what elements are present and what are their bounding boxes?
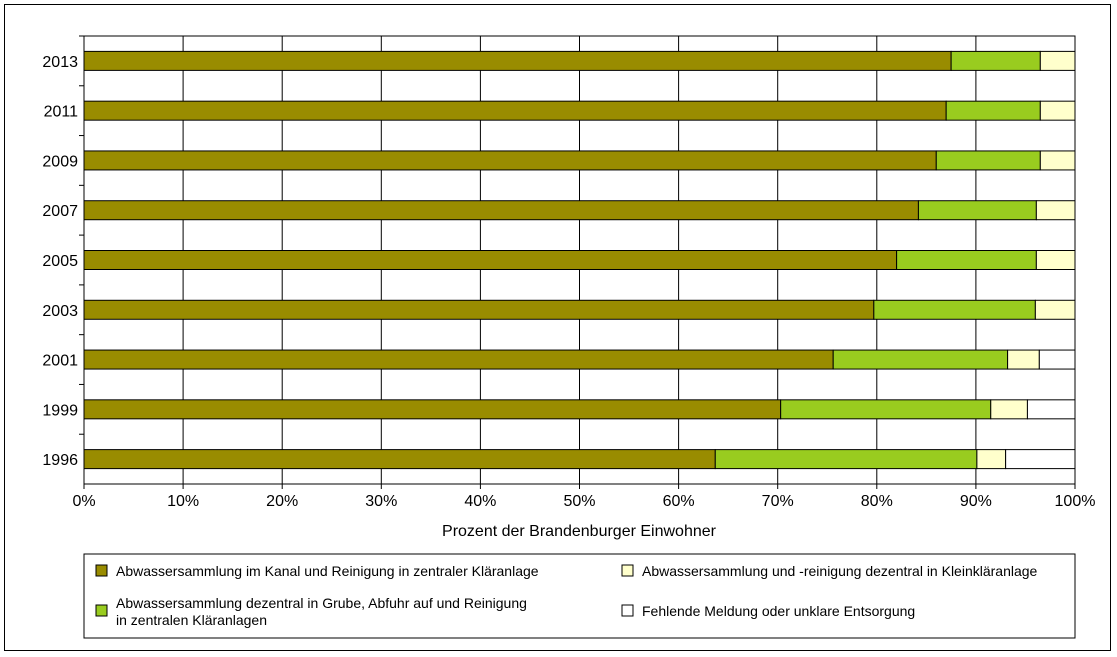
legend-swatch <box>95 564 108 577</box>
legend-swatch <box>95 604 108 617</box>
chart-frame <box>4 4 1111 651</box>
bar-segment <box>1039 50 1076 71</box>
bar-segment <box>1039 100 1076 121</box>
bar-segment <box>714 449 978 470</box>
x-tick-label: 100% <box>1055 493 1096 510</box>
bar-segment <box>873 299 1036 320</box>
bar-segment <box>1005 449 1076 470</box>
x-tick-label: 40% <box>464 493 496 510</box>
bar-segment <box>1034 299 1076 320</box>
x-axis-label: Prozent der Brandenburger Einwohner <box>442 523 717 540</box>
bar-segment <box>832 349 1009 370</box>
y-tick-label: 2007 <box>42 203 78 220</box>
legend-label: Abwassersammlung im Kanal und Reinigung … <box>116 563 539 579</box>
x-tick-label: 0% <box>72 493 95 510</box>
legend-label: Fehlende Meldung oder unklare Entsorgung <box>642 603 915 619</box>
bar-segment <box>990 399 1028 420</box>
bar-segment <box>1007 349 1040 370</box>
bar-segment <box>83 299 875 320</box>
bar-segment <box>976 449 1007 470</box>
bar-segment <box>83 150 937 171</box>
y-tick-label: 2001 <box>42 353 78 370</box>
y-tick-label: 1999 <box>42 402 78 419</box>
bar-segment <box>935 150 1041 171</box>
legend-swatch <box>621 564 634 577</box>
bar-segment <box>896 250 1037 270</box>
bar-segment <box>945 100 1041 121</box>
y-tick-label: 2005 <box>42 253 78 270</box>
bar-segment <box>83 349 834 370</box>
bar-segment <box>1039 150 1076 171</box>
x-tick-label: 80% <box>861 493 893 510</box>
bar-segment <box>83 100 947 121</box>
legend-label: Abwassersammlung und -reinigung dezentra… <box>642 563 1038 579</box>
y-tick-label: 1996 <box>42 452 78 469</box>
x-tick-label: 90% <box>960 493 992 510</box>
x-tick-label: 50% <box>563 493 595 510</box>
bar-segment <box>1035 250 1076 270</box>
y-tick-label: 2009 <box>42 153 78 170</box>
x-tick-label: 10% <box>167 493 199 510</box>
bar-segment <box>1038 349 1076 370</box>
bar-segment <box>83 399 782 420</box>
x-tick-label: 60% <box>663 493 695 510</box>
legend-box <box>83 553 1076 639</box>
bar-segment <box>917 200 1037 221</box>
bar-segment <box>83 449 716 470</box>
bar-segment <box>780 399 992 420</box>
bar-segment <box>83 200 919 221</box>
bar-segment <box>83 50 952 71</box>
y-tick-label: 2011 <box>44 104 79 121</box>
legend-swatch <box>621 604 634 617</box>
legend-label: Abwassersammlung dezentral in Grube, Abf… <box>116 595 527 628</box>
bar-segment <box>950 50 1041 71</box>
bar-segment <box>83 250 898 270</box>
y-tick-label: 2013 <box>42 54 78 71</box>
x-tick-label: 30% <box>365 493 397 510</box>
x-tick-label: 70% <box>762 493 794 510</box>
bar-segment <box>1026 399 1076 420</box>
bar-segment <box>1035 200 1076 221</box>
x-tick-label: 20% <box>266 493 298 510</box>
y-tick-label: 2003 <box>42 303 78 320</box>
